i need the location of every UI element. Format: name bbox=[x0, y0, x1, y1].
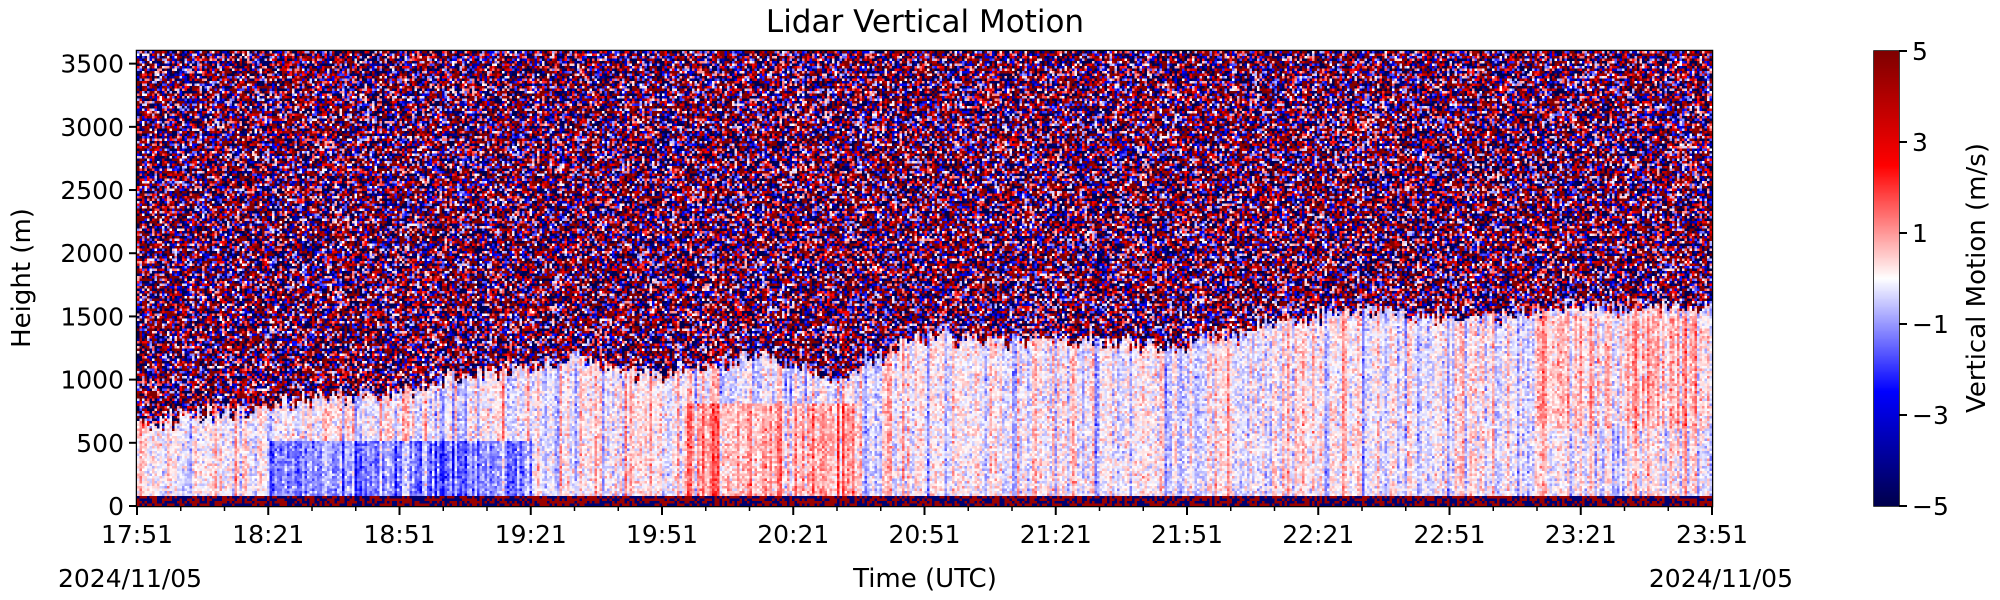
x-tick-label: 22:21 bbox=[1282, 520, 1354, 549]
x-start-date-label: 2024/11/05 bbox=[58, 564, 202, 593]
x-tick-label: 18:51 bbox=[363, 520, 435, 549]
x-tick-label: 19:51 bbox=[626, 520, 698, 549]
y-tick-label: 1000 bbox=[60, 366, 124, 395]
colorbar bbox=[1874, 51, 1899, 506]
x-tick-label: 23:51 bbox=[1676, 520, 1748, 549]
colorbar-axis: 5 3 1 −1 −3 −5 bbox=[1899, 37, 1949, 521]
x-axis-title: Time (UTC) bbox=[852, 564, 997, 594]
x-tick-label: 17:51 bbox=[101, 520, 173, 549]
y-tick-label: 3000 bbox=[60, 113, 124, 142]
x-tick-label: 21:21 bbox=[1020, 520, 1092, 549]
y-tick-label: 500 bbox=[76, 429, 124, 458]
x-tick-label: 18:21 bbox=[232, 520, 304, 549]
colorbar-title: Vertical Motion (m/s) bbox=[1962, 143, 1992, 413]
y-tick-label: 1500 bbox=[60, 302, 124, 331]
colorbar-tick-label: 3 bbox=[1912, 128, 1928, 157]
y-tick-label: 0 bbox=[108, 492, 124, 521]
colorbar-tick-label: −5 bbox=[1912, 492, 1949, 521]
colorbar-tick-label: 5 bbox=[1912, 37, 1928, 66]
chart-title: Lidar Vertical Motion bbox=[766, 4, 1084, 40]
y-axis: 0 500 1000 1500 2000 2500 3000 3500 bbox=[60, 50, 137, 521]
y-tick-label: 2000 bbox=[60, 239, 124, 268]
x-tick-label: 22:51 bbox=[1413, 520, 1485, 549]
colorbar-tick-label: 1 bbox=[1912, 219, 1928, 248]
x-tick-label: 19:21 bbox=[495, 520, 567, 549]
y-tick-label: 3500 bbox=[60, 50, 124, 79]
x-tick-label: 20:51 bbox=[888, 520, 960, 549]
x-tick-label: 23:21 bbox=[1545, 520, 1617, 549]
colorbar-tick-label: −3 bbox=[1912, 401, 1949, 430]
heatmap-image bbox=[137, 51, 1712, 506]
x-tick-label: 21:51 bbox=[1151, 520, 1223, 549]
x-axis: 17:51 18:21 18:51 19:21 19:51 20:21 20:51 21:21… bbox=[101, 506, 1748, 549]
x-end-date-label: 2024/11/05 bbox=[1649, 564, 1793, 593]
y-tick-label: 2500 bbox=[60, 176, 124, 205]
colorbar-tick-label: −1 bbox=[1912, 310, 1949, 339]
y-axis-title: Height (m) bbox=[7, 208, 37, 348]
x-tick-label: 20:21 bbox=[757, 520, 829, 549]
